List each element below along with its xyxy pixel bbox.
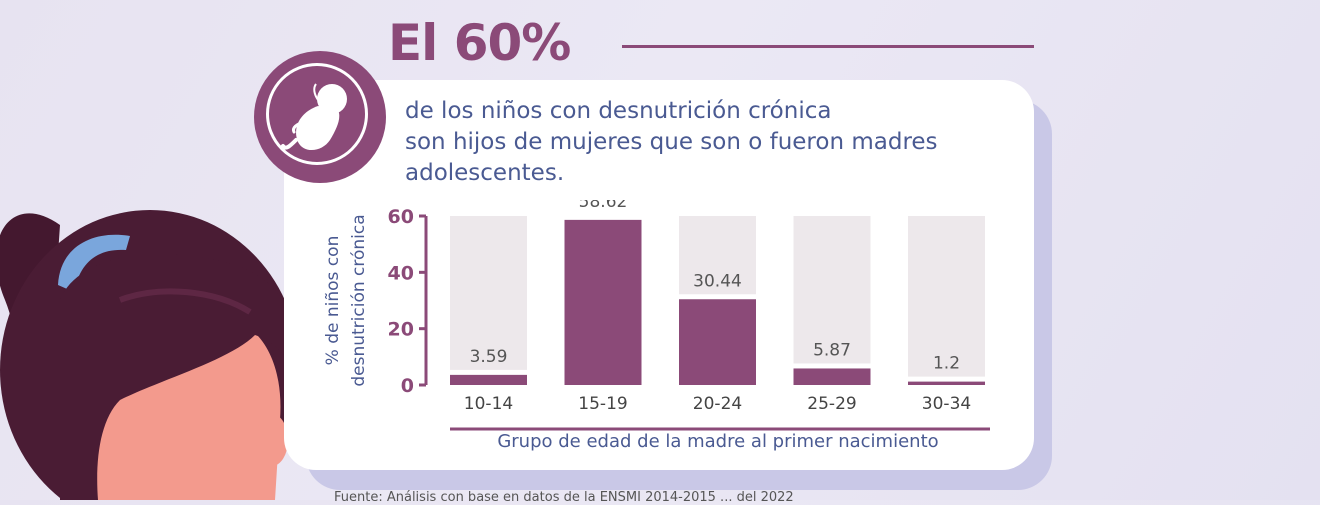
bar-background — [450, 216, 527, 385]
subtitle: de los niños con desnutrición crónica so… — [405, 96, 1025, 189]
bar-background — [908, 216, 985, 385]
y-axis-label-line: desnutrición crónica — [349, 214, 369, 386]
y-tick-label: 40 — [388, 262, 414, 284]
bar-value-label: 3.59 — [470, 347, 508, 367]
bar — [564, 219, 642, 385]
x-category-label: 10-14 — [464, 394, 513, 414]
subtitle-line: de los niños con desnutrición crónica — [405, 98, 832, 124]
x-axis-title: Grupo de edad de la madre al primer naci… — [497, 431, 938, 452]
x-category-label: 25-29 — [807, 394, 856, 414]
bar-chart: 0 20 40 60 % de niños con desnutrición crónic… — [323, 200, 990, 452]
bar-value-label: 30.44 — [693, 271, 742, 291]
x-category-label: 20-24 — [693, 394, 742, 414]
headline: El 60% — [388, 14, 571, 72]
subtitle-line: adolescentes. — [405, 160, 565, 186]
source-note: Fuente: Análisis con base en datos de la… — [334, 490, 794, 505]
y-tick-label: 60 — [388, 206, 414, 228]
subtitle-line: son hijos de mujeres que son o fueron ma… — [405, 129, 938, 155]
badge-ring — [266, 63, 368, 165]
bar-gap — [679, 294, 756, 300]
fetus-icon — [281, 83, 347, 151]
bar — [450, 374, 527, 385]
x-category-label: 15-19 — [578, 394, 627, 414]
bar-gap — [793, 363, 871, 369]
bar — [793, 368, 871, 385]
headline-rule — [622, 45, 1034, 48]
y-tick-label: 0 — [401, 375, 414, 397]
y-tick-label: 20 — [388, 319, 414, 341]
bar-gap — [450, 369, 527, 375]
bar-gap — [564, 214, 642, 220]
bar — [679, 299, 756, 385]
bar-value-label: 1.2 — [933, 354, 960, 374]
x-category-label: 30-34 — [922, 394, 971, 414]
bar-gap — [908, 376, 985, 382]
bar — [908, 381, 985, 385]
girl-illustration — [0, 210, 301, 500]
bar-background — [793, 216, 871, 385]
y-axis-label-line: % de niños con — [323, 236, 343, 366]
bar-value-label: 58.62 — [579, 200, 628, 212]
bar-value-label: 5.87 — [813, 340, 851, 360]
